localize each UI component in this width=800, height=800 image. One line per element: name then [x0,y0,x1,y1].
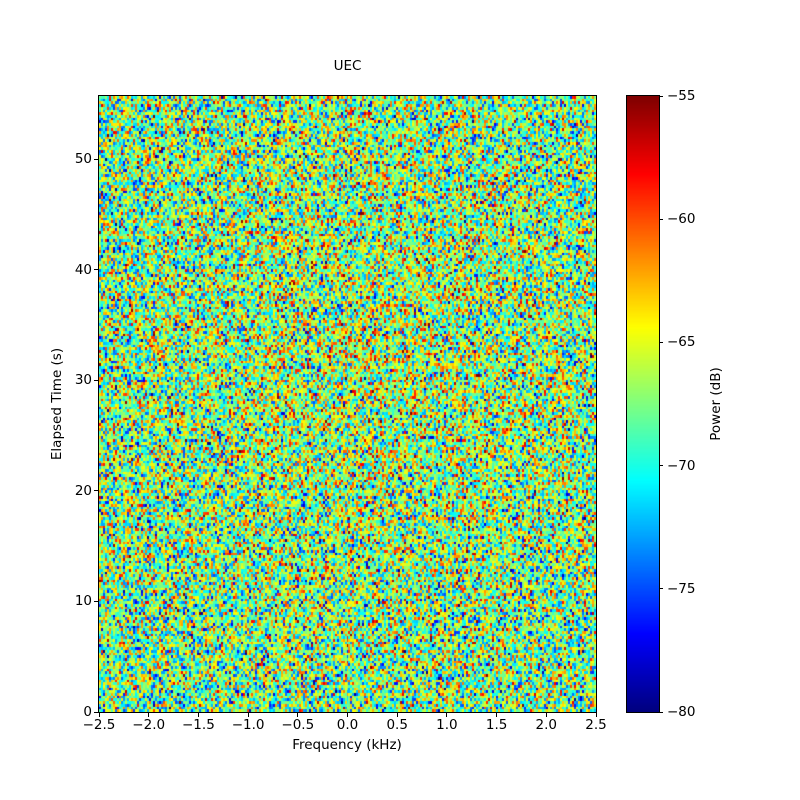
x-tick-label: 0.5 [386,717,408,733]
x-tick-mark [247,713,249,717]
x-tick-mark [545,713,547,717]
x-tick-mark [297,713,299,717]
x-tick-label: 0.0 [336,717,359,733]
x-tick-label: 2.5 [585,717,607,733]
x-tick-label: −0.5 [281,717,315,733]
colorbar-label: Power (dB) [708,367,724,441]
x-tick-label: −1.5 [182,717,215,733]
x-tick-mark [148,713,150,717]
y-tick-label: 10 [74,593,92,610]
x-tick-label: 1.0 [436,717,458,733]
x-tick-mark [595,713,597,717]
colorbar-tick-mark [659,588,663,590]
y-tick-mark [94,490,98,492]
y-tick-label: 20 [74,482,92,499]
y-tick-mark [94,711,98,713]
x-tick-label: 2.0 [535,717,558,733]
colorbar [626,95,660,713]
x-tick-label: −1.0 [231,717,265,733]
y-tick-label: 0 [83,704,92,720]
y-tick-label: 40 [74,261,92,278]
spectrogram-heatmap [99,96,596,712]
y-tick-mark [94,158,98,160]
colorbar-tick-mark [659,711,663,713]
colorbar-tick-label: −65 [667,334,696,351]
colorbar-tick-label: −70 [667,457,696,474]
x-tick-mark [396,713,398,717]
y-tick-label: 30 [74,372,92,389]
x-tick-mark [98,713,100,717]
x-tick-label: 1.5 [485,717,508,733]
colorbar-tick-mark [659,95,663,97]
x-tick-mark [446,713,448,717]
x-tick-mark [347,713,348,717]
y-tick-label: 50 [74,151,92,168]
x-tick-label: −2.0 [132,717,166,733]
x-tick-mark [197,713,199,717]
plot-title: UEC [333,58,362,74]
colorbar-gradient [627,96,659,712]
x-tick-mark [496,713,498,717]
colorbar-tick-mark [659,341,663,343]
colorbar-tick-mark [659,465,663,467]
colorbar-tick-label: −75 [667,580,696,597]
plot-area [98,95,597,713]
colorbar-tick-label: −60 [667,211,696,228]
colorbar-tick-mark [659,218,663,220]
x-axis-label: Frequency (kHz) [292,737,402,753]
x-tick-label: −2.5 [82,717,116,733]
y-tick-mark [94,379,98,381]
colorbar-tick-label: −55 [667,88,696,104]
colorbar-tick-label: −80 [667,704,696,720]
y-axis-label: Elapsed Time (s) [49,347,65,461]
y-tick-mark [94,269,98,271]
y-tick-mark [94,600,98,602]
